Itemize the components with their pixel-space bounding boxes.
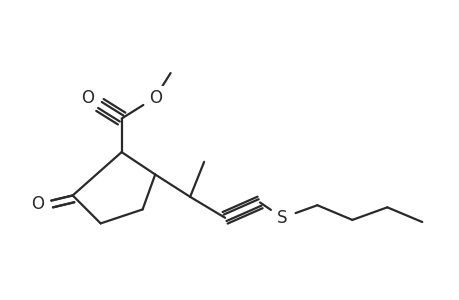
Text: O: O (148, 88, 162, 106)
Text: O: O (81, 88, 95, 106)
Text: S: S (277, 209, 287, 227)
Text: O: O (31, 195, 44, 213)
